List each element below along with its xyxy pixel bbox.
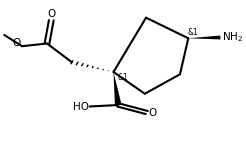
Text: &1: &1 (187, 28, 198, 37)
Text: NH$_2$: NH$_2$ (222, 31, 243, 44)
Text: O: O (47, 9, 55, 19)
Polygon shape (113, 72, 122, 105)
Polygon shape (188, 36, 220, 39)
Text: &1: &1 (117, 73, 128, 82)
Text: O: O (13, 39, 21, 48)
Text: HO: HO (73, 102, 89, 111)
Text: O: O (148, 108, 156, 117)
